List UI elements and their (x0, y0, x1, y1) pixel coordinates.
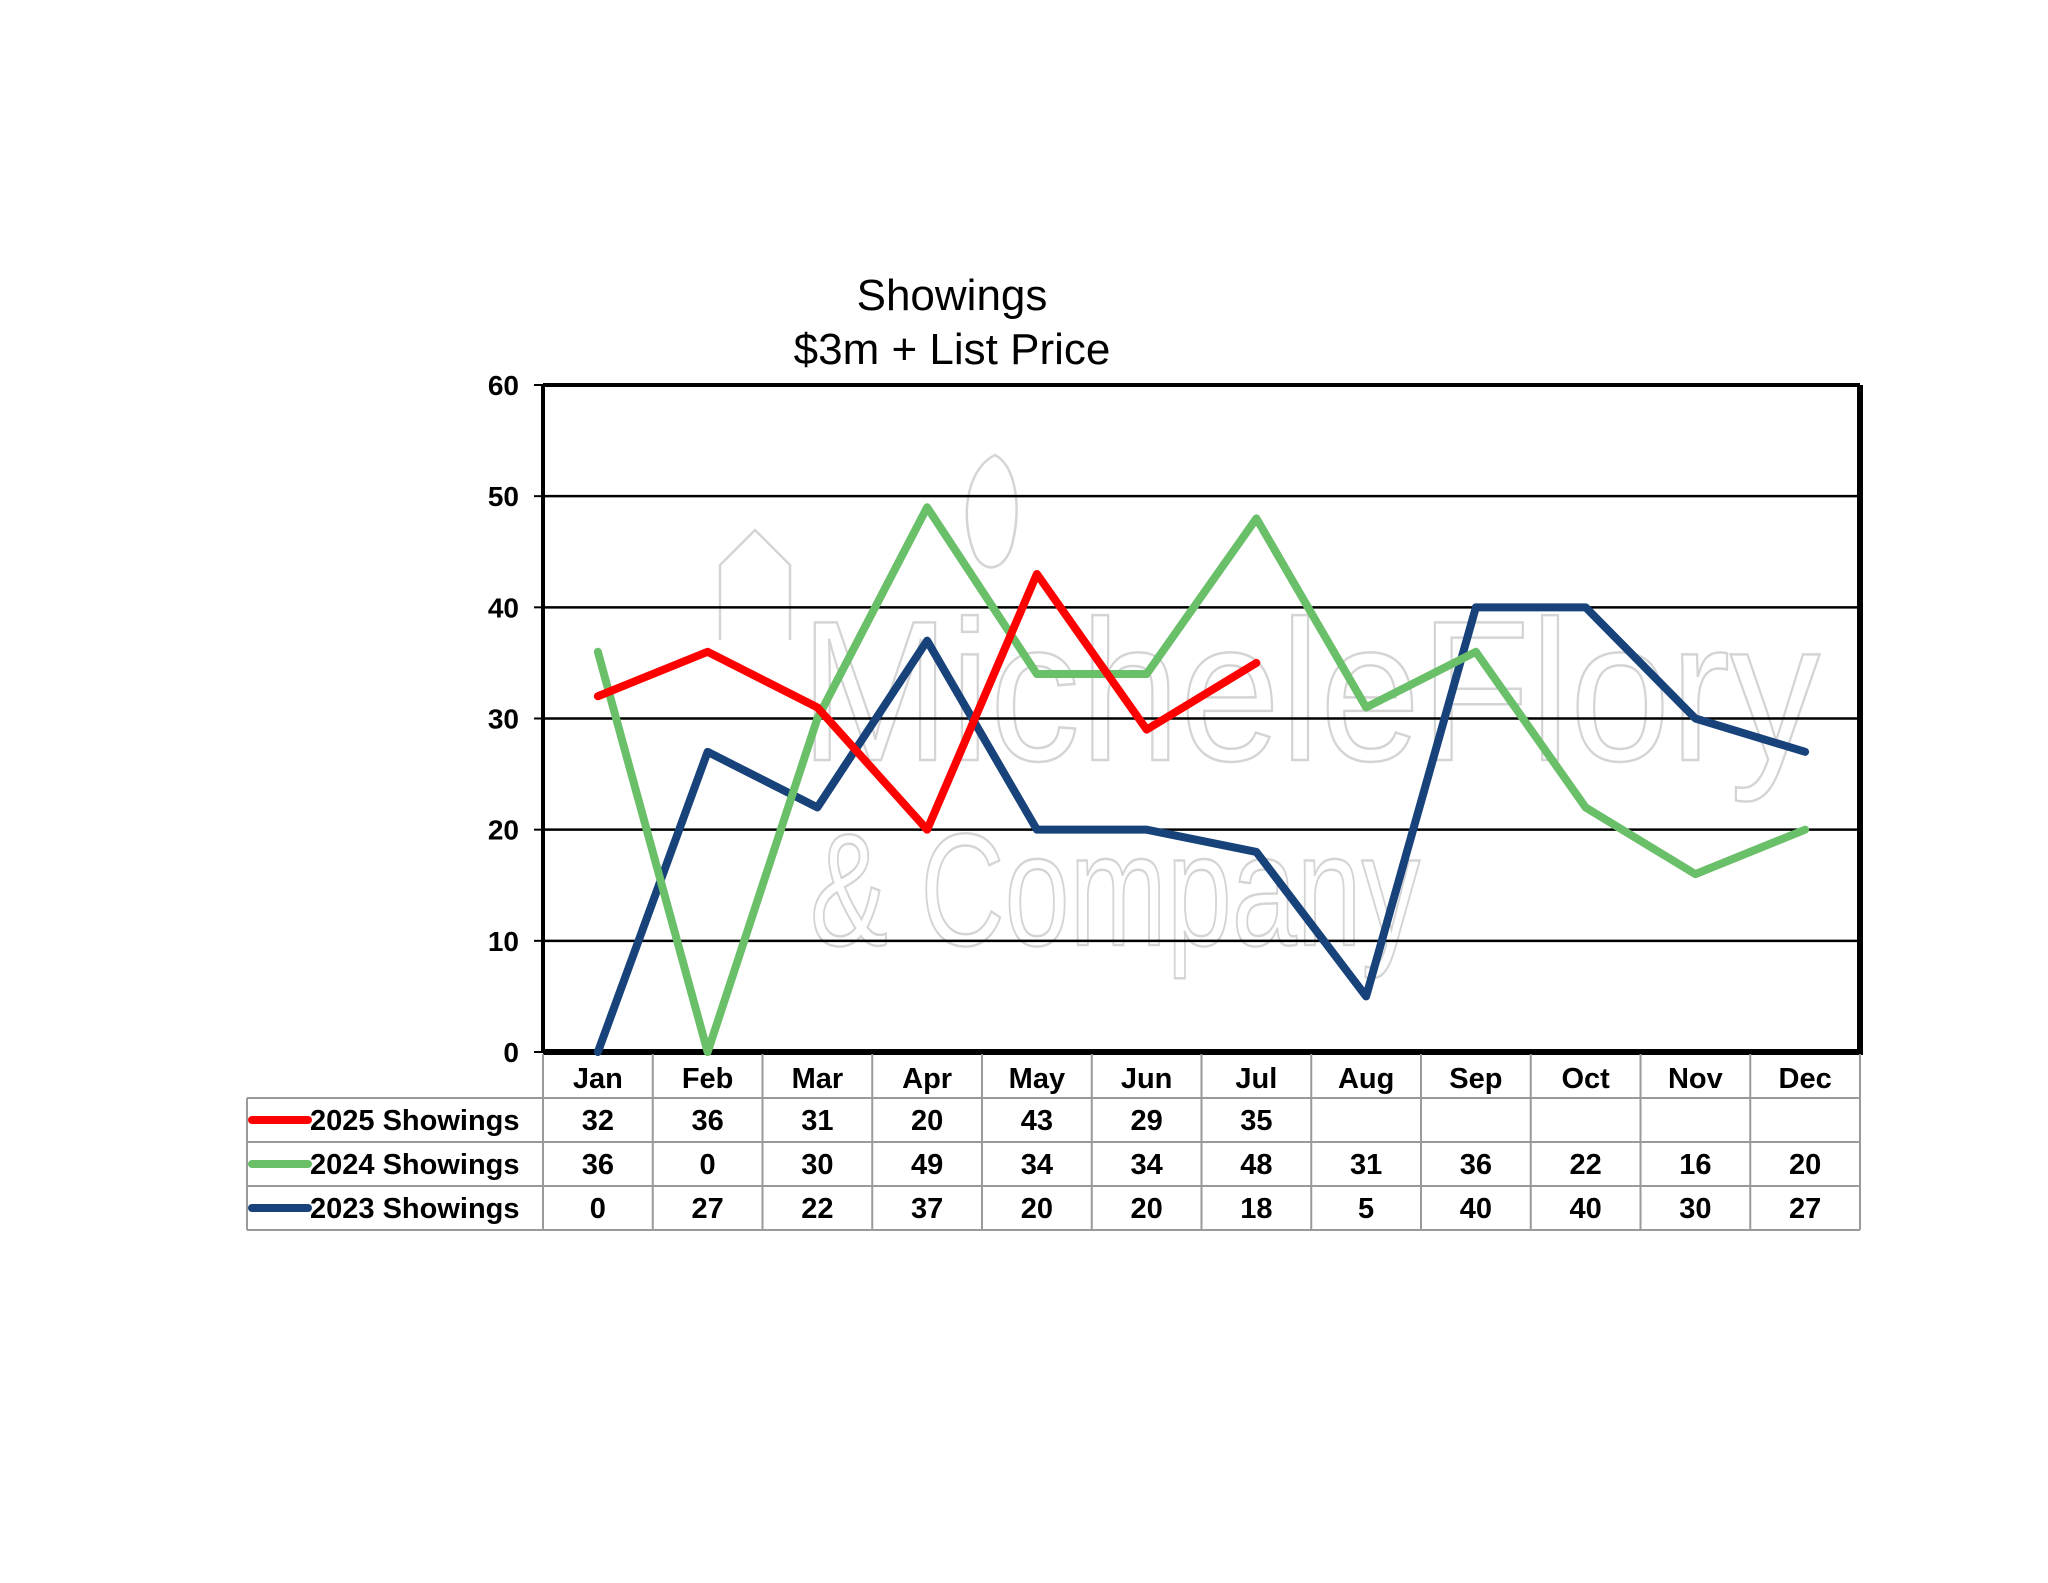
table-cell: 40 (1460, 1193, 1492, 1225)
table-cell: 36 (1460, 1149, 1492, 1181)
axes: 0 10 20 30 40 50 60 (488, 370, 1863, 1068)
series-line (593, 569, 1261, 834)
table-cell: 30 (801, 1149, 833, 1181)
table-cell: 37 (911, 1193, 943, 1225)
y-tick-label: 20 (488, 815, 519, 846)
x-tick-label: Apr (902, 1063, 952, 1095)
watermark-logo: MicheleFlory & Company (718, 453, 1821, 980)
x-tick-label: Aug (1338, 1063, 1394, 1095)
y-tick-label: 10 (488, 926, 519, 957)
watermark-house-icon (718, 528, 792, 640)
legend-label: 2024 Showings (310, 1149, 520, 1181)
table-cell: 0 (700, 1149, 716, 1181)
table-cell: 49 (911, 1149, 943, 1181)
table-cell: 27 (691, 1193, 723, 1225)
table-cell: 31 (1350, 1149, 1382, 1181)
table-cell: 27 (1789, 1193, 1821, 1225)
y-tick-label: 40 (488, 592, 519, 623)
table-cell: 20 (1021, 1193, 1053, 1225)
table-cell: 5 (1358, 1193, 1374, 1225)
table-cell: 16 (1679, 1149, 1711, 1181)
x-tick-label: May (1009, 1063, 1065, 1095)
table-cell: 29 (1130, 1105, 1162, 1137)
data-table: Jan Feb Mar Apr May Jun Jul Aug Sep Oct Nov Dec 2025… (246, 1054, 1861, 1231)
table-cell: 30 (1679, 1193, 1711, 1225)
chart-title: Showings (857, 271, 1048, 320)
x-tick-label: Nov (1668, 1063, 1723, 1095)
chart-subtitle: $3m + List Price (794, 325, 1111, 374)
table-cell: 22 (801, 1193, 833, 1225)
table-cell: 34 (1021, 1149, 1053, 1181)
legend-label: 2025 Showings (310, 1105, 520, 1137)
table-cell: 20 (911, 1105, 943, 1137)
table-cell: 0 (590, 1193, 606, 1225)
table-cell: 36 (582, 1149, 614, 1181)
y-tick-label: 50 (488, 481, 519, 512)
table-cell: 48 (1240, 1149, 1272, 1181)
table-cell: 34 (1130, 1149, 1162, 1181)
y-tick-label: 60 (488, 370, 519, 401)
table-cell: 35 (1240, 1105, 1272, 1137)
table-cell: 32 (582, 1105, 614, 1137)
table-cell: 18 (1240, 1193, 1272, 1225)
x-tick-label: Jul (1235, 1063, 1277, 1095)
y-tick-label: 30 (488, 704, 519, 735)
series-line (593, 503, 1810, 1056)
x-tick-label: Jun (1121, 1063, 1173, 1095)
x-tick-label: Feb (682, 1063, 734, 1095)
table-cell: 43 (1021, 1105, 1053, 1137)
table-cell: 31 (801, 1105, 833, 1137)
x-tick-label: Oct (1561, 1063, 1610, 1095)
watermark-leaf-icon (965, 453, 1018, 569)
series-lines (593, 503, 1810, 1056)
x-tick-label: Sep (1449, 1063, 1502, 1095)
table-cell: 40 (1569, 1193, 1601, 1225)
x-tick-label: Dec (1779, 1063, 1832, 1095)
legend-label: 2023 Showings (310, 1193, 520, 1225)
x-tick-label: Mar (792, 1063, 844, 1095)
x-tick-label: Jan (573, 1063, 623, 1095)
grid-lines (543, 494, 1860, 943)
table-cell: 36 (691, 1105, 723, 1137)
series-line (593, 603, 1810, 1056)
table-cell: 20 (1789, 1149, 1821, 1181)
y-tick-label: 0 (503, 1037, 519, 1068)
table-cell: 22 (1569, 1149, 1601, 1181)
table-cell: 20 (1130, 1193, 1162, 1225)
